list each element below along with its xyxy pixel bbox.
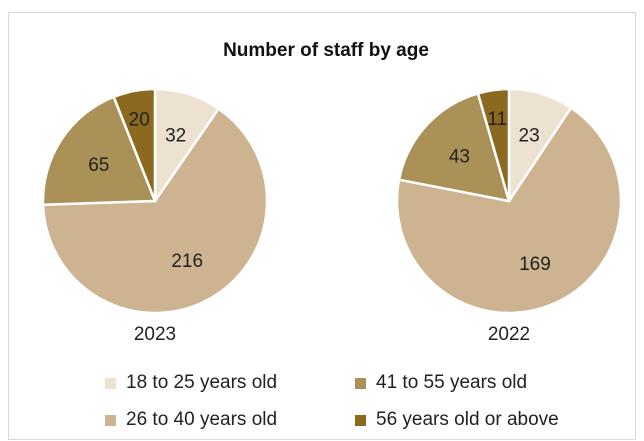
pie-slice-2023-3 bbox=[112, 87, 157, 202]
data-label-2022-2: 43 bbox=[449, 147, 470, 168]
data-label-2023-1: 216 bbox=[171, 251, 203, 272]
pie-year-label-2023: 2023 bbox=[134, 324, 176, 345]
pie-slice-2023-1 bbox=[41, 107, 269, 315]
pie-slice-2023-2 bbox=[41, 95, 157, 206]
pie-slice-2022-3 bbox=[476, 87, 511, 202]
chart-title: Number of staff by age bbox=[223, 40, 429, 61]
pie-slice-2022-1 bbox=[395, 106, 623, 315]
data-label-2023-2: 65 bbox=[88, 155, 109, 176]
data-label-2022-1: 169 bbox=[519, 254, 551, 275]
pie-slice-2022-2 bbox=[397, 91, 511, 203]
data-label-2023-0: 32 bbox=[165, 126, 186, 147]
pie-year-label-2022: 2022 bbox=[488, 324, 530, 345]
data-label-2022-0: 23 bbox=[519, 126, 540, 147]
pie-charts: 32 216 65 20 2023 23 169 43 11 2022 bbox=[41, 87, 623, 345]
data-label-2022-3: 11 bbox=[487, 109, 507, 130]
data-label-2023-3: 20 bbox=[129, 109, 150, 130]
